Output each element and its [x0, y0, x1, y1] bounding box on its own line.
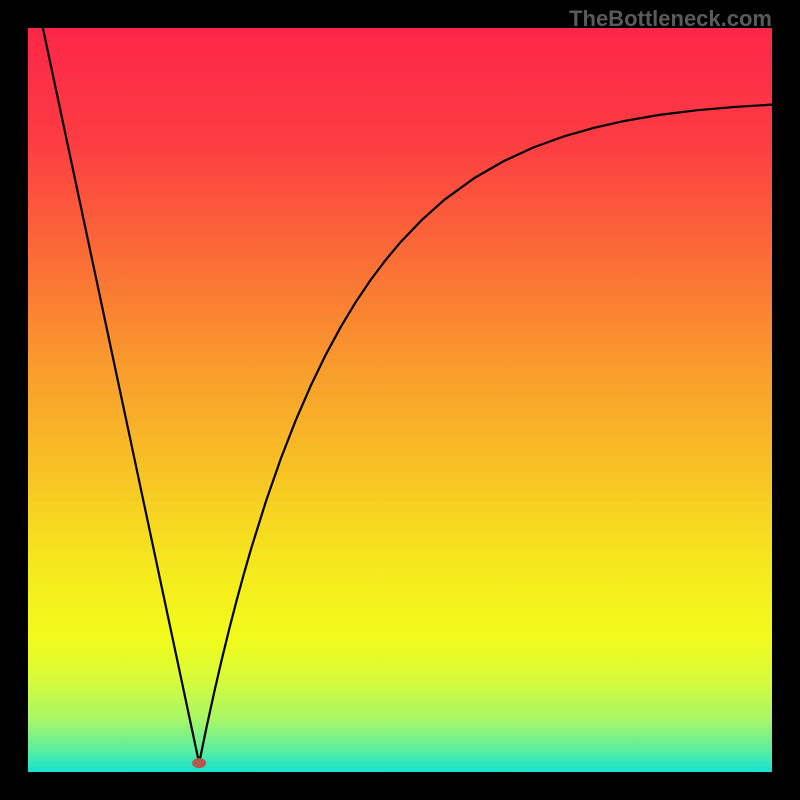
chart-border: [772, 0, 800, 800]
chart-border: [0, 0, 28, 800]
bottleneck-chart: [0, 0, 800, 800]
watermark-text: TheBottleneck.com: [569, 6, 772, 32]
chart-container: TheBottleneck.com: [0, 0, 800, 800]
chart-border: [0, 772, 800, 800]
optimal-point-marker: [192, 758, 206, 768]
plot-background: [28, 28, 772, 772]
